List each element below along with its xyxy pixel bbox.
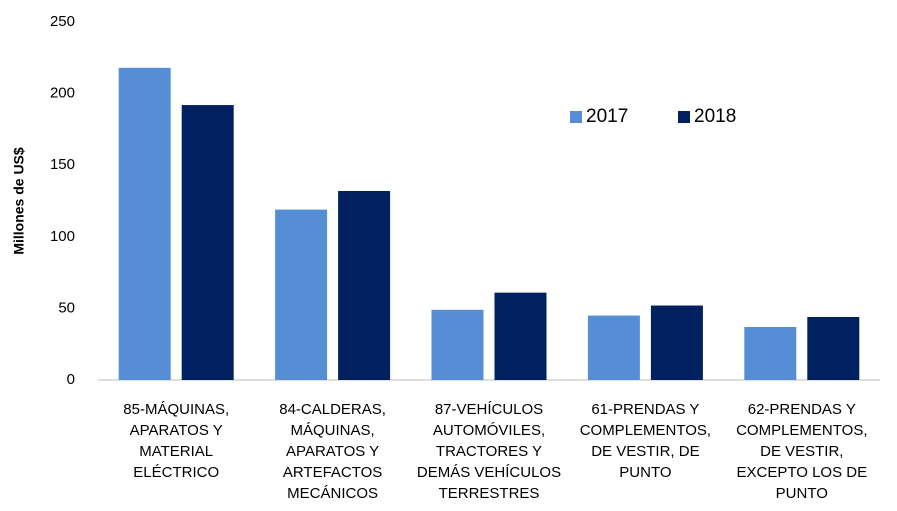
bar xyxy=(650,305,703,380)
bar xyxy=(494,292,547,380)
x-tick-label: 85-MÁQUINAS, APARATOS Y MATERIAL ELÉCTRICO xyxy=(123,401,229,481)
y-tick-label: 250 xyxy=(50,13,75,30)
bar xyxy=(431,309,484,380)
y-tick-label: 200 xyxy=(50,85,75,102)
bar xyxy=(338,190,391,380)
legend-swatch xyxy=(678,111,690,123)
x-tick-label: 61-PRENDAS Y COMPLEMENTOS, DE VESTIR, DE PU… xyxy=(580,401,711,481)
y-tick-label: 150 xyxy=(50,156,75,173)
bar xyxy=(275,209,328,380)
x-tick-label: 84-CALDERAS, MÁQUINAS, APARATOS Y ARTEFACTO… xyxy=(279,401,386,502)
x-tick-label: 62-PRENDAS Y COMPLEMENTOS, DE VESTIR, EXCEP… xyxy=(736,401,867,502)
legend-label: 2018 xyxy=(694,106,736,127)
x-tick-label: 87-VEHÍCULOS AUTOMÓVILES, TRACTORES Y DEMÁS… xyxy=(417,401,561,502)
legend-swatch xyxy=(570,111,582,123)
bar xyxy=(587,315,640,380)
bar xyxy=(118,67,171,380)
y-tick-label: 50 xyxy=(58,299,75,316)
bar xyxy=(807,316,860,380)
y-axis-title: Millones de US$ xyxy=(11,147,27,255)
bar xyxy=(744,327,797,380)
legend-label: 2017 xyxy=(586,106,628,127)
y-tick-label: 0 xyxy=(67,371,75,388)
y-tick-label: 100 xyxy=(50,228,75,245)
bar xyxy=(181,105,234,380)
